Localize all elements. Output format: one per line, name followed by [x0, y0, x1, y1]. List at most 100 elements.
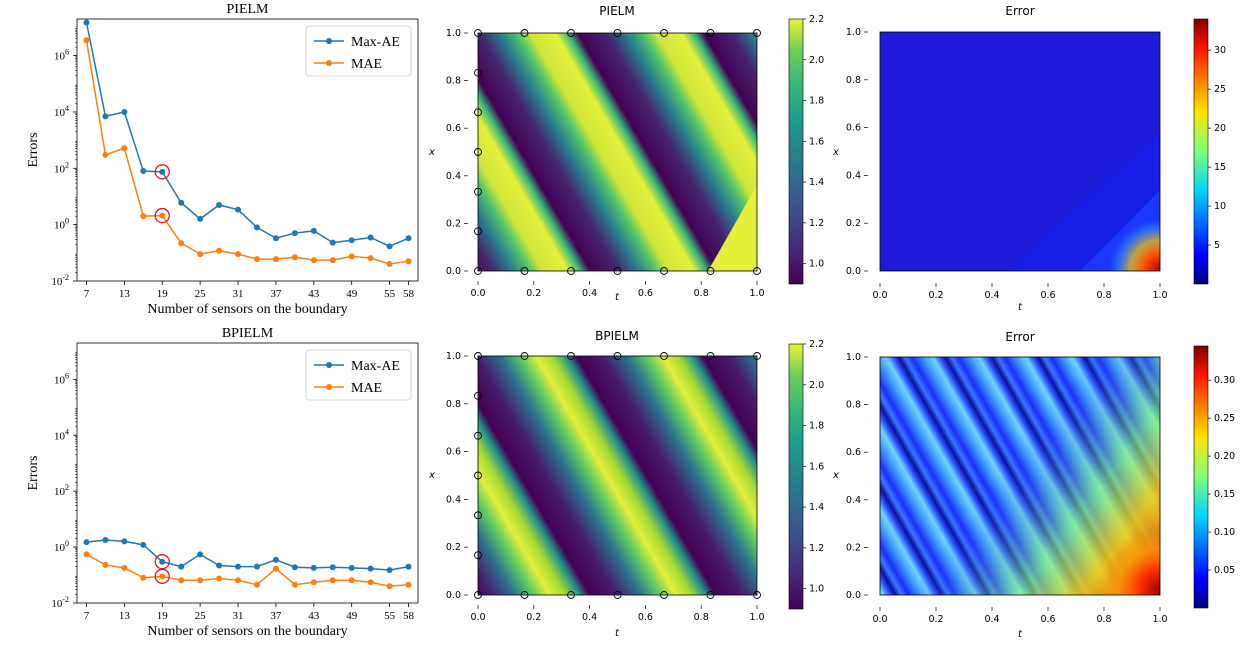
series-line-max-ae: [85, 22, 409, 248]
x-tick-label: 0.0: [872, 290, 887, 301]
sensor-marker: [613, 29, 622, 37]
x-tick-label: 58: [403, 610, 415, 622]
colorbar-tick-label: 2.0: [809, 380, 824, 391]
x-tick-label: 7: [84, 610, 90, 622]
sensor-marker: [567, 352, 575, 360]
x-axis-label: Number of sensors on the boundary: [147, 624, 347, 639]
y-tick-label: 100: [54, 539, 69, 554]
data-point: [121, 538, 128, 545]
sensor-marker: [660, 352, 668, 360]
sensor-marker: [706, 591, 715, 599]
colorbar-tick-label: 15: [1214, 162, 1226, 173]
y-tick-label: 0.0: [446, 590, 461, 601]
legend-label: MAE: [351, 381, 382, 396]
sensor-marker: [520, 591, 529, 599]
x-tick-label: 0.2: [526, 288, 541, 299]
plot-frame: [76, 342, 419, 604]
data-point: [83, 539, 90, 546]
y-tick-label: 104: [54, 104, 69, 119]
x-tick-label: 13: [119, 610, 131, 622]
sensor-marker: [753, 29, 761, 37]
data-point: [83, 19, 90, 26]
sensor-marker: [520, 29, 529, 37]
data-point: [386, 567, 393, 574]
y-tick-label: 0.8: [446, 399, 461, 410]
y-tick-label: 0.0: [846, 590, 861, 601]
colorbar-tick-label: 1.0: [809, 584, 824, 595]
colorbar-tick-label: 1.0: [809, 259, 824, 270]
data-point: [159, 558, 166, 565]
pielm-error-title: Error: [1005, 4, 1034, 18]
colorbar-tick-label: 0.10: [1214, 527, 1235, 538]
data-point: [197, 215, 204, 222]
x-tick-label: 0.0: [470, 288, 485, 299]
y-tick-label: 10-2: [51, 595, 69, 610]
colorbar-tick-label: 0.25: [1214, 413, 1235, 424]
colorbar-tick-label: 30: [1214, 45, 1226, 56]
data-point: [348, 564, 355, 571]
x-tick-label: 19: [157, 610, 169, 622]
x-tick-label: 58: [403, 288, 415, 300]
data-point: [386, 243, 393, 250]
data-point: [310, 579, 317, 586]
y-tick-label: 106: [54, 371, 69, 386]
bpielm-heatmap-ylabel: x: [428, 470, 435, 481]
sensor-marker: [660, 591, 668, 599]
y-tick-label: 10-2: [51, 273, 69, 288]
data-point: [405, 563, 412, 570]
data-point: [310, 564, 317, 571]
data-point: [102, 151, 109, 158]
x-tick-label: 0.4: [582, 288, 597, 299]
data-point: [348, 237, 355, 244]
data-point: [310, 227, 317, 234]
sensor-marker: [567, 591, 575, 599]
data-point: [159, 573, 166, 580]
y-axis-label: Errors: [26, 133, 41, 168]
bpielm-error-title: Error: [1005, 330, 1034, 344]
x-tick-label: 49: [346, 610, 358, 622]
x-tick-label: 0.2: [526, 612, 541, 623]
y-tick-label: 0.4: [446, 171, 461, 182]
y-tick-label: 0.2: [446, 542, 461, 553]
data-point: [329, 564, 336, 571]
colorbar-tick-label: 1.4: [809, 177, 824, 188]
colorbar-tick-label: 1.6: [809, 461, 824, 472]
x-tick-label: 0.8: [1096, 614, 1111, 625]
data-point: [367, 234, 374, 241]
sensor-marker: [613, 591, 622, 599]
data-point: [272, 556, 279, 563]
data-point: [216, 201, 223, 208]
series-line-mae: [85, 40, 409, 265]
pielm-error-heatmap: 0.0 0.2 0.4 0.6 0.8 1.0 0.0 0.2 0.4 0.6 0.8 1.0 Err…: [832, 4, 1226, 313]
pielm-error-colorbar: [1193, 18, 1209, 285]
y-tick-label: 0.4: [846, 170, 861, 181]
y-tick-label: 0.2: [846, 542, 861, 553]
colorbar-tick-label: 2.0: [809, 55, 824, 66]
pielm-heatmap-title: PIELM: [599, 4, 634, 18]
y-tick-label: 0.4: [846, 495, 861, 506]
sensor-marker: [474, 108, 482, 117]
data-point: [197, 577, 204, 584]
x-tick-label: 43: [308, 610, 320, 622]
data-point: [235, 563, 242, 570]
data-point: [291, 564, 298, 571]
y-tick-label: 0.6: [846, 123, 861, 134]
data-point: [178, 577, 185, 584]
series-line-mae: [86, 553, 409, 587]
pielm-error-chart: PIELM Number of sensors on the boundary Er…: [26, 2, 419, 317]
legend-label: Max-AE: [351, 35, 400, 50]
y-tick-label: 0.6: [446, 123, 461, 134]
y-tick-label: 1.0: [446, 28, 461, 39]
sensor-marker: [613, 352, 622, 360]
sensor-marker: [474, 431, 482, 440]
data-point: [367, 579, 374, 586]
y-tick-label: 0.0: [846, 266, 861, 277]
colorbar-tick-label: 1.2: [809, 543, 824, 554]
data-point: [102, 113, 109, 120]
data-point: [272, 256, 279, 263]
data-point: [159, 168, 166, 175]
sensor-marker: [706, 267, 715, 275]
series-line-max-ae: [86, 539, 409, 571]
data-point: [253, 224, 260, 231]
sensor-marker: [706, 29, 715, 37]
